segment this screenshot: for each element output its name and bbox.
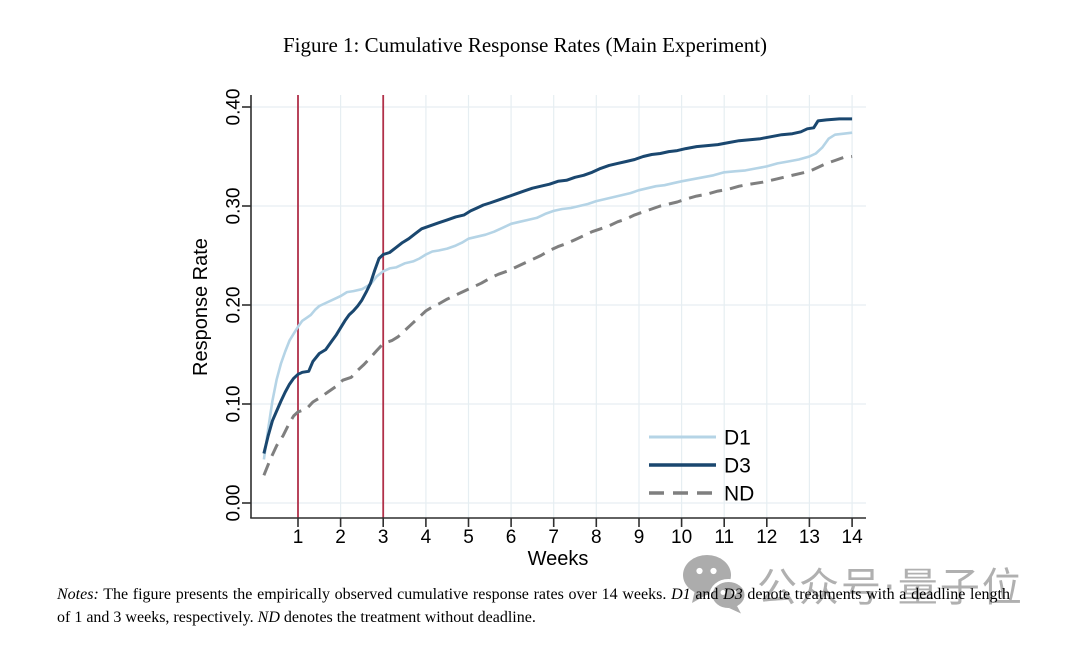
x-tick-label-11: 11: [714, 527, 734, 548]
legend-label-D3: D3: [724, 454, 751, 477]
legend-label-ND: ND: [724, 482, 754, 505]
x-tick-label-5: 5: [463, 527, 474, 548]
x-tick-label-4: 4: [421, 527, 432, 548]
figure-title: Figure 1: Cumulative Response Rates (Mai…: [282, 33, 768, 57]
notes-part-2: D1: [671, 586, 691, 603]
x-tick-label-7: 7: [548, 527, 559, 548]
x-tick-label-1: 1: [293, 527, 304, 548]
notes-part-0: Notes:: [57, 586, 99, 603]
watermark-text: 公众号·量子位: [757, 565, 1024, 611]
x-tick-label-3: 3: [378, 527, 389, 548]
x-tick-label-8: 8: [591, 527, 602, 548]
x-axis-title: Weeks: [528, 548, 589, 570]
x-tick-label-12: 12: [756, 527, 777, 548]
figure-notes: Notes: The figure presents the empirical…: [57, 584, 1010, 629]
x-tick-label-6: 6: [506, 527, 517, 548]
notes-part-7: denotes the treatment without deadline.: [279, 608, 536, 626]
legend-label-D1: D1: [724, 426, 751, 449]
y-tick-label-0.20: 0.20: [224, 287, 245, 324]
y-tick-label-0.30: 0.30: [224, 188, 245, 225]
x-tick-label-14: 14: [842, 527, 864, 548]
notes-part-1: The figure presents the empirically obse…: [98, 586, 672, 603]
notes-part-3: and: [690, 586, 724, 603]
notes-part-5: denote treatments with a deadline length…: [57, 586, 1010, 626]
x-tick-label-10: 10: [671, 527, 692, 548]
x-tick-label-9: 9: [634, 527, 645, 548]
notes-part-6: ND: [257, 608, 280, 626]
series-line-D1: [262, 131, 853, 460]
wechat-icon: [683, 555, 748, 614]
series-line-ND: [262, 155, 853, 476]
x-tick-label-13: 13: [799, 527, 820, 548]
y-tick-label-0.00: 0.00: [224, 485, 245, 522]
y-tick-label-0.10: 0.10: [224, 386, 245, 423]
y-axis-title: Response Rate: [190, 238, 212, 376]
watermark: 公众号·量子位: [682, 554, 1024, 614]
notes-part-4: D3: [723, 586, 743, 603]
x-tick-label-2: 2: [335, 527, 346, 548]
series-line-D3: [262, 117, 853, 454]
y-tick-label-0.40: 0.40: [224, 89, 245, 126]
